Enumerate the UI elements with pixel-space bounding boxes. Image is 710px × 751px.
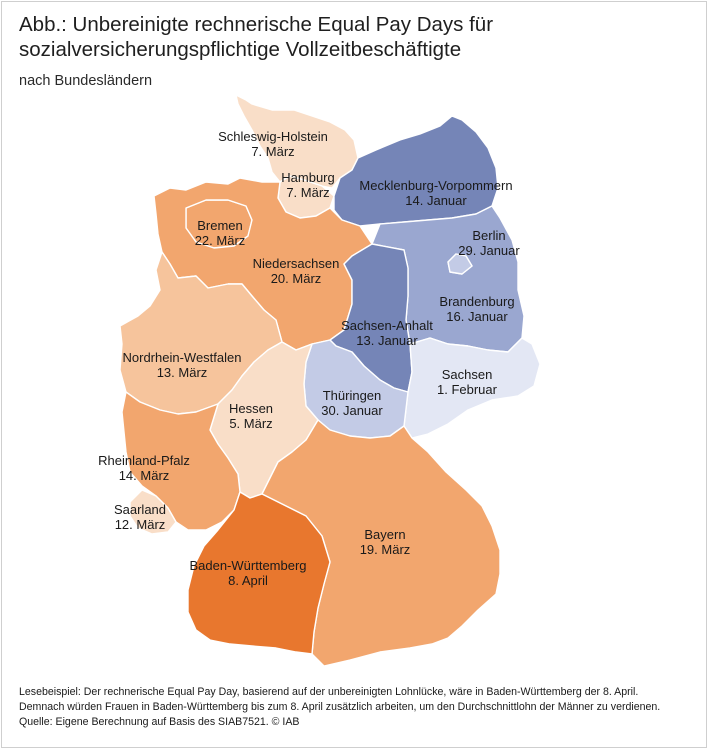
label-nordrhein-westfalen-date: 13. März [157, 365, 208, 380]
state-labels: Schleswig-Holstein 7. März Hamburg 7. Mä… [98, 129, 520, 588]
label-schleswig-holstein-name: Schleswig-Holstein [218, 129, 328, 144]
label-brandenburg-name: Brandenburg [439, 294, 514, 309]
label-berlin-date: 29. Januar [458, 243, 520, 258]
label-baden-wuerttemberg-name: Baden-Württemberg [189, 558, 306, 573]
label-sachsen-date: 1. Februar [437, 382, 498, 397]
reading-example-line-2: Demnach würden Frauen in Baden-Württembe… [19, 701, 661, 713]
label-hamburg-date: 7. März [286, 185, 329, 200]
label-nordrhein-westfalen-name: Nordrhein-Westfalen [123, 350, 242, 365]
label-rheinland-pfalz-name: Rheinland-Pfalz [98, 453, 190, 468]
label-sachsen-name: Sachsen [442, 367, 493, 382]
label-bremen-name: Bremen [197, 218, 243, 233]
label-hamburg-name: Hamburg [281, 170, 334, 185]
state-saarland [129, 489, 177, 535]
label-mecklenburg-vorpommern-date: 14. Januar [405, 193, 467, 208]
label-bayern-date: 19. März [360, 542, 411, 557]
label-brandenburg-date: 16. Januar [446, 309, 508, 324]
state-mecklenburg-vorpommern [333, 115, 499, 227]
label-saarland-date: 12. März [115, 517, 166, 532]
state-schleswig-holstein [235, 94, 359, 189]
label-baden-wuerttemberg-date: 8. April [228, 573, 268, 588]
figure-title: Abb.: Unbereinigte rechnerische Equal Pa… [19, 12, 699, 62]
label-hessen-date: 5. März [229, 416, 272, 431]
label-berlin-name: Berlin [472, 228, 505, 243]
label-niedersachsen-date: 20. März [271, 271, 322, 286]
label-bremen-date: 22. März [195, 233, 246, 248]
label-sachsen-anhalt-date: 13. Januar [356, 333, 418, 348]
label-hessen-name: Hessen [229, 401, 273, 416]
state-berlin [447, 253, 473, 275]
label-rheinland-pfalz-date: 14. März [119, 468, 170, 483]
reading-example-line-1: Lesebeispiel: Der rechnerische Equal Pay… [19, 686, 639, 698]
state-sachsen [403, 337, 541, 439]
title-line-2: sozialversicherungspflichtige Vollzeitbe… [19, 38, 462, 61]
label-saarland-name: Saarland [114, 502, 166, 517]
label-mecklenburg-vorpommern-name: Mecklenburg-Vorpommern [359, 178, 512, 193]
label-schleswig-holstein-date: 7. März [251, 144, 294, 159]
state-rheinland-pfalz [121, 391, 241, 531]
label-thueringen-name: Thüringen [323, 388, 382, 403]
figure-subtitle: nach Bundesländern [19, 73, 153, 89]
label-thueringen-date: 30. Januar [321, 403, 383, 418]
title-line-1: Abb.: Unbereinigte rechnerische Equal Pa… [19, 13, 494, 36]
state-baden-wuerttemberg [187, 491, 331, 655]
label-bayern-name: Bayern [364, 527, 405, 542]
label-sachsen-anhalt-name: Sachsen-Anhalt [341, 318, 433, 333]
label-niedersachsen-name: Niedersachsen [253, 256, 340, 271]
figure-footer: Lesebeispiel: Der rechnerische Equal Pay… [19, 685, 699, 730]
source-note: Quelle: Eigene Berechnung auf Basis des … [19, 716, 300, 728]
